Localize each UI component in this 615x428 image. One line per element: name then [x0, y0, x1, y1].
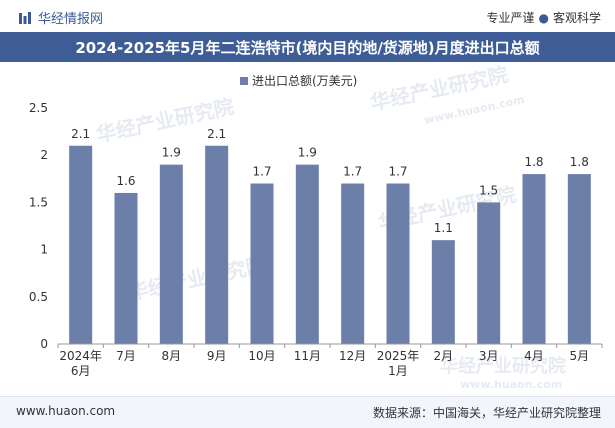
y-tick-label: 1: [40, 243, 48, 257]
bar: [567, 174, 591, 344]
y-axis: 0 0.5 1 1.5 2 2.5: [29, 101, 48, 351]
bar: [522, 174, 546, 344]
brand[interactable]: 华经情报网: [18, 8, 103, 27]
x-tick-label: 4月: [524, 349, 544, 363]
x-tick-label: 1月: [388, 364, 408, 378]
title-bar: 2024-2025年5月年二连浩特市(境内目的地/货源地)月度进出口总额: [0, 32, 615, 62]
bar-value-label: 1.9: [298, 146, 317, 160]
legend: 进出口总额(万美元): [240, 74, 357, 88]
y-tick-label: 2: [40, 148, 48, 162]
bar-value-label: 1.8: [524, 155, 543, 169]
bar-value-label: 1.7: [388, 165, 407, 179]
legend-label: 进出口总额(万美元): [252, 74, 357, 88]
bar: [114, 192, 138, 344]
top-bar: 华经情报网 专业严谨 ● 客观科学: [0, 0, 615, 32]
bar-value-label: 1.6: [116, 174, 135, 188]
bar: [341, 183, 365, 344]
bar: [159, 164, 183, 344]
x-tick-label: 11月: [294, 349, 321, 363]
tagline-right: 客观科学: [552, 11, 601, 25]
bar-value-label: 1.7: [252, 165, 271, 179]
x-tick-label: 2月: [434, 349, 454, 363]
bar-value-label: 1.9: [162, 146, 181, 160]
bar-chart: 华经产业研究院 华经产业研究院 www.huaon.com 华经产业研究院 华经…: [29, 62, 603, 391]
x-tick-label: 2024年: [59, 349, 102, 363]
bar: [477, 202, 501, 344]
bar-value-label: 1.5: [479, 183, 498, 197]
watermark-url: www.huaon.com: [460, 378, 562, 391]
x-tick-label: 7月: [116, 349, 136, 363]
bars: 2.1 1.6 1.9 2.1 1.7 1.9 1.7 1.7 1.1 1.5 1.8 1.8: [69, 127, 591, 344]
brand-logo-icon: [19, 11, 31, 24]
bar-value-label: 1.8: [570, 155, 589, 169]
footer-website[interactable]: www.huaon.com: [16, 404, 116, 418]
x-tick-label: 12月: [339, 349, 366, 363]
tagline-left: 专业严谨: [486, 11, 535, 25]
x-tick-label: 6月: [71, 364, 91, 378]
bar-value-label: 2.1: [207, 127, 226, 141]
bar: [205, 145, 229, 344]
x-tick-label: 2025年: [377, 349, 420, 363]
x-tick-label: 3月: [479, 349, 499, 363]
x-tick-label: 8月: [162, 349, 182, 363]
dot-separator-icon: ●: [538, 11, 549, 25]
y-tick-label: 0: [40, 337, 48, 351]
y-tick-label: 0.5: [29, 290, 48, 304]
brand-name: 华经情报网: [38, 12, 104, 27]
legend-swatch: [240, 77, 248, 85]
bar: [431, 240, 455, 344]
bar: [295, 164, 319, 344]
bar: [386, 183, 410, 344]
y-tick-label: 2.5: [29, 101, 48, 115]
x-tick-label: 5月: [570, 349, 590, 363]
bar-value-label: 1.7: [343, 165, 362, 179]
watermark-text: 华经产业研究院: [440, 355, 566, 377]
footer: www.huaon.com 数据来源：中国海关，华经产业研究院整理: [0, 396, 615, 428]
bar: [250, 183, 274, 344]
bar-value-label: 1.1: [434, 221, 453, 235]
y-tick-label: 1.5: [29, 195, 48, 209]
watermark-text: 华经产业研究院: [126, 252, 268, 305]
tagline: 专业严谨 ● 客观科学: [486, 9, 601, 26]
chart-title: 2024-2025年5月年二连浩特市(境内目的地/货源地)月度进出口总额: [75, 39, 540, 57]
x-tick-label: 9月: [207, 349, 227, 363]
footer-source: 数据来源：中国海关，华经产业研究院整理: [372, 406, 601, 420]
bar-value-label: 2.1: [71, 127, 90, 141]
bar: [69, 145, 93, 344]
x-tick-label: 10月: [248, 349, 275, 363]
